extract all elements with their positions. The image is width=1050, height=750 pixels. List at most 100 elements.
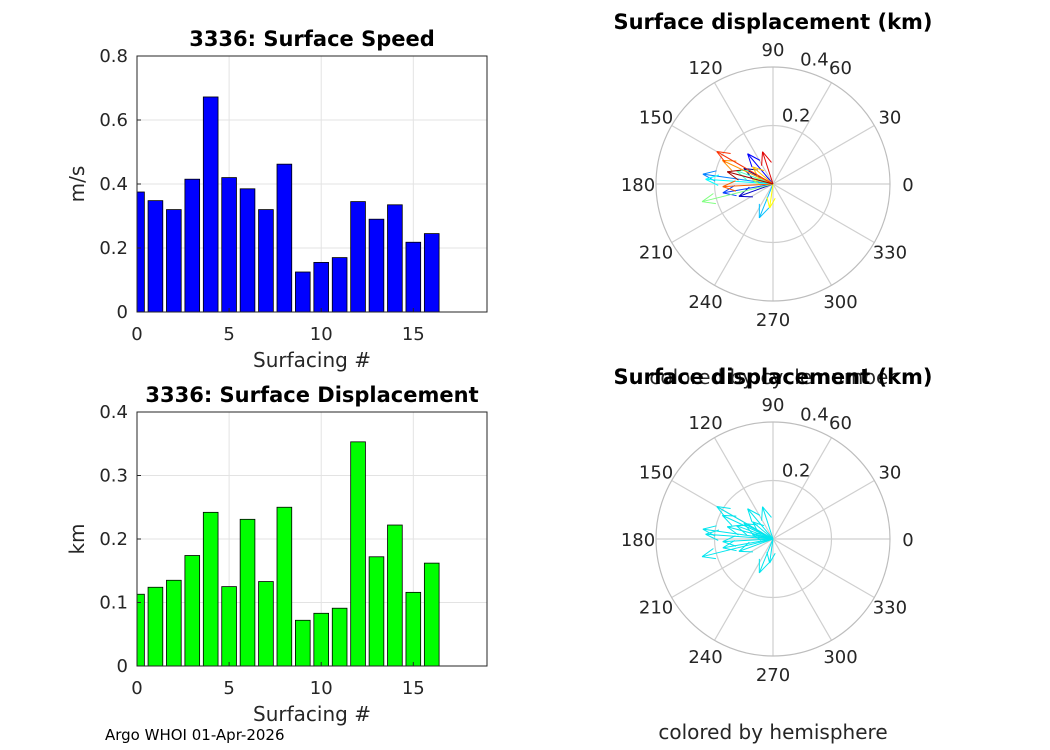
displacement-vector (758, 183, 774, 219)
bar (258, 581, 274, 667)
vector-arrowhead (701, 201, 716, 205)
bar (295, 619, 311, 667)
displacement-vector (736, 525, 774, 540)
bar (368, 556, 385, 667)
y-axis-label: m/s (65, 166, 89, 203)
x-axis-label: Surfacing # (253, 702, 371, 726)
displacement-vector (716, 151, 774, 185)
displacement-vector (736, 170, 774, 185)
bar (239, 188, 256, 313)
chart-title: Surface displacement (km) (613, 10, 932, 34)
vector-arrowhead (705, 533, 719, 541)
bar (387, 524, 403, 667)
vector-arrowhead (722, 192, 737, 197)
displacement-vector (738, 183, 774, 197)
bar (202, 511, 219, 667)
displacement-vector (747, 508, 774, 540)
x-tick-label: 0 (131, 324, 142, 345)
x-tick-label: 15 (402, 678, 425, 699)
polar-angle-label: 330 (873, 598, 907, 619)
bar (184, 555, 201, 667)
vector-arrowhead (722, 180, 736, 188)
vector-arrowhead (758, 207, 770, 219)
bar (331, 607, 348, 667)
bar (368, 218, 385, 313)
displacement-polar-by-hemisphere: 0.2 0.4 0 30 60 90 120 150 180 210 240 270 300 330 Sur… (613, 365, 932, 744)
displacement-vector (769, 538, 774, 564)
bar (202, 96, 219, 313)
y-tick-label: 0.4 (99, 402, 128, 423)
displacement-vector (701, 538, 774, 558)
displacement-vector (727, 526, 774, 540)
bar (350, 441, 366, 667)
vector-arrowhead (716, 151, 726, 163)
displacement-vector (752, 166, 774, 185)
chart-subtitle: colored by cycle number (649, 365, 897, 389)
vector-arrowhead (705, 178, 719, 186)
bar (295, 271, 311, 313)
vector-arrowhead (747, 153, 753, 168)
bar (405, 591, 422, 667)
polar-ring (655, 421, 891, 657)
y-tick-label: 0.1 (99, 593, 128, 614)
vector-arrowhead (758, 562, 770, 574)
displacement-vector (762, 151, 774, 185)
polar-angle-label: 150 (639, 108, 673, 129)
polar-angle-label: 240 (688, 647, 722, 668)
bar (221, 586, 237, 667)
displacement-vector (752, 521, 774, 540)
polar-ring-label: 0.4 (800, 49, 829, 70)
vector-arrowhead (761, 506, 764, 521)
y-tick-label: 0.3 (99, 466, 128, 487)
y-axis-label: km (65, 523, 89, 554)
bar (423, 562, 440, 667)
bar (276, 506, 293, 667)
vector-arrowhead (727, 524, 742, 528)
displacement-vector (705, 178, 774, 185)
displacement-vector (722, 538, 774, 549)
polar-angle-label: 30 (878, 463, 901, 484)
polar-ring-label: 0.2 (782, 460, 811, 481)
vector-arrowhead (761, 151, 764, 166)
vector-arrowhead (752, 166, 765, 172)
polar-angle-label: 90 (762, 395, 785, 416)
vector-arrowhead (747, 153, 761, 161)
polar-angle-label: 150 (639, 463, 673, 484)
displacement-vector (722, 183, 774, 194)
polar-angle-label: 270 (756, 310, 790, 331)
vector-arrowhead (722, 515, 733, 526)
displacement-vector (722, 183, 774, 188)
polar-angle-label: 300 (823, 647, 857, 668)
vector-arrowhead (766, 196, 771, 209)
chart-subtitle: colored by hemisphere (658, 720, 887, 744)
chart-title: Surface displacement (km) (613, 365, 932, 389)
y-tick-label: 0.2 (99, 238, 128, 259)
polar-angle-label: 270 (756, 665, 790, 686)
polar-angle-label: 90 (762, 40, 785, 61)
polar-angle-label: 120 (688, 58, 722, 79)
vector-arrowhead (726, 526, 739, 536)
bar (136, 593, 145, 667)
vector-arrowhead (705, 529, 720, 535)
x-tick-label: 10 (310, 678, 333, 699)
x-tick-label: 10 (310, 324, 333, 345)
bar (313, 261, 329, 313)
displacement-vector (722, 538, 774, 543)
displacement-vector (705, 533, 774, 540)
polar-angle-label: 240 (688, 292, 722, 313)
vector-arrowhead (722, 547, 737, 552)
vector-arrowhead (727, 169, 742, 173)
bar (184, 178, 201, 313)
bar (423, 233, 440, 313)
polar-angle-label: 60 (829, 58, 852, 79)
vector-arrowhead (705, 174, 720, 180)
displacement-vector (716, 506, 774, 540)
y-tick-label: 0.4 (99, 174, 128, 195)
x-tick-label: 5 (223, 678, 234, 699)
vector-arrowhead (762, 506, 772, 518)
polar-angle-label: 0 (902, 530, 913, 551)
displacement-vector (702, 173, 774, 185)
vector-arrowhead (701, 556, 716, 560)
displacement-vector (747, 153, 774, 185)
